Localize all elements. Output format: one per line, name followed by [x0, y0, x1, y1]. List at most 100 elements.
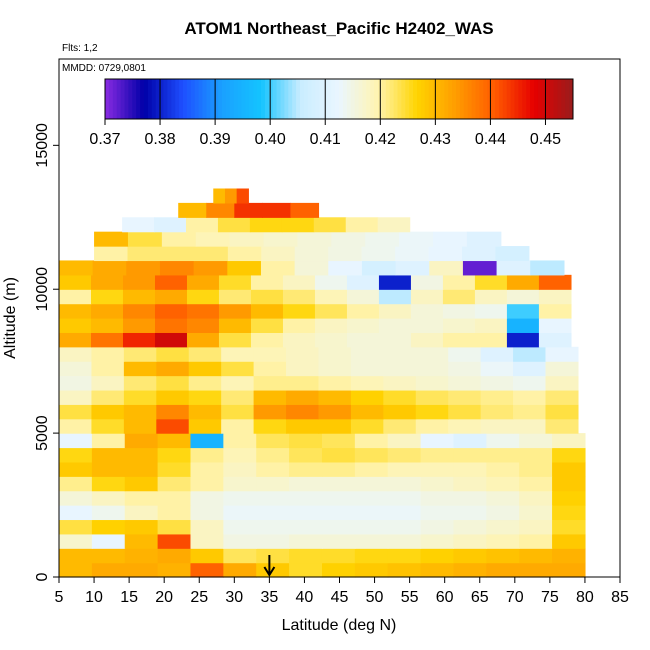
heat-cell: [350, 375, 384, 391]
x-tick-label: 5: [55, 589, 64, 606]
heat-cell: [59, 461, 93, 477]
heat-cell: [223, 533, 257, 549]
heat-cell: [289, 548, 323, 564]
heat-cell: [297, 231, 332, 247]
heat-cell: [346, 274, 380, 290]
colorbar-segment: [241, 79, 246, 119]
heat-cell: [188, 404, 222, 420]
heat-cell: [159, 260, 195, 276]
colorbar-segment: [272, 79, 278, 119]
colorbar-segment: [307, 79, 313, 119]
heat-cell: [124, 433, 159, 449]
colorbar-segment: [479, 79, 484, 119]
colorbar-segment: [171, 79, 176, 119]
heat-cell: [223, 505, 257, 521]
heat-cell: [157, 433, 192, 449]
heat-cell: [91, 375, 125, 391]
heat-cell: [486, 519, 520, 535]
colorbar-segment: [557, 79, 562, 119]
heat-cell: [538, 318, 572, 333]
heat-cell: [513, 404, 547, 420]
colorbar-segment: [475, 79, 480, 119]
heat-cell: [321, 505, 356, 521]
colorbar-segment: [237, 79, 242, 119]
heat-cell: [321, 490, 356, 506]
heat-cell: [545, 361, 579, 377]
colorbar-segment: [530, 79, 535, 119]
heat-cell: [59, 548, 93, 564]
heat-cell: [190, 533, 224, 549]
heat-cell: [486, 433, 520, 449]
heat-cell: [321, 548, 356, 564]
heat-cell: [186, 289, 220, 305]
heat-cell: [261, 246, 296, 262]
colorbar-segment: [545, 79, 551, 119]
heat-cell: [395, 246, 430, 262]
heat-cell: [552, 447, 586, 463]
heat-cell: [387, 519, 422, 535]
heat-cell: [122, 289, 156, 305]
heat-cell: [328, 260, 363, 276]
heat-cell: [361, 246, 396, 262]
chart-title: ATOM1 Northeast_Pacific H2402_WAS: [184, 19, 493, 38]
heat-cell: [190, 490, 224, 506]
heat-cell: [193, 260, 228, 276]
heat-cell: [387, 461, 422, 477]
heat-cell: [350, 346, 384, 362]
heat-cell: [383, 361, 417, 377]
heat-cell: [410, 332, 444, 348]
colorbar-segment: [292, 79, 297, 119]
colorbar-segment: [132, 79, 137, 119]
heat-cell: [282, 274, 316, 290]
heat-cell: [188, 375, 222, 391]
heat-cell: [321, 519, 356, 535]
colorbar-segment: [452, 79, 457, 119]
heat-cell: [190, 519, 224, 535]
heat-cell: [156, 375, 190, 391]
colorbar-segment: [218, 79, 223, 119]
colorbar-segment: [432, 79, 437, 119]
colorbar-segment: [140, 79, 145, 119]
heat-cell: [91, 447, 126, 463]
heat-cell: [313, 217, 347, 233]
heat-cell: [462, 260, 498, 276]
heat-cell: [221, 389, 255, 405]
heat-cell: [448, 404, 482, 420]
heat-cell: [453, 533, 487, 549]
colorbar-segment: [487, 79, 492, 119]
heat-cell: [442, 303, 476, 319]
heat-cell: [318, 389, 352, 405]
heat-cell: [383, 346, 417, 362]
heat-cell: [221, 404, 255, 420]
heat-cell: [496, 260, 531, 276]
colorbar-segment: [541, 79, 547, 119]
heat-cell: [282, 318, 316, 333]
heat-cell: [289, 562, 323, 578]
heat-cell: [156, 361, 190, 377]
colorbar-segment: [339, 79, 344, 119]
heat-cell: [91, 461, 126, 477]
heat-cell: [552, 533, 586, 549]
heat-cell: [519, 562, 553, 578]
plot-frame: [58, 58, 621, 578]
heat-cell: [218, 332, 252, 348]
colorbar-segment: [335, 79, 340, 119]
heat-cell: [387, 533, 422, 549]
heat-cell: [314, 274, 348, 290]
heat-cell: [223, 476, 257, 492]
heat-cell: [289, 476, 323, 492]
heat-cell: [506, 289, 540, 305]
heat-cell: [91, 361, 125, 377]
heat-cell: [354, 548, 389, 564]
heat-cell: [59, 361, 93, 377]
heat-cell: [190, 433, 224, 449]
heat-cell: [377, 217, 411, 233]
heat-cell: [480, 404, 514, 420]
heat-cell: [213, 188, 226, 204]
heat-cell: [350, 361, 384, 377]
heat-cell: [156, 404, 190, 420]
heat-cell: [387, 490, 422, 506]
heat-cell: [513, 361, 547, 377]
heat-cell: [486, 476, 520, 492]
heat-cell: [345, 217, 379, 233]
